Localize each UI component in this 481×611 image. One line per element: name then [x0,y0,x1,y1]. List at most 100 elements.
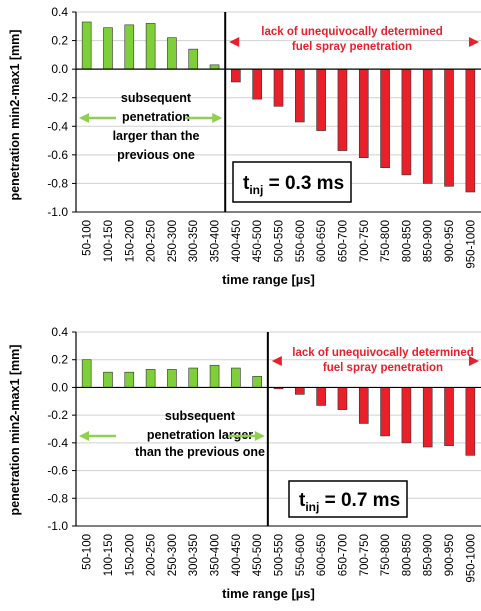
y-tick-label: -0.6 [47,148,68,162]
bar-150-200 [124,371,135,388]
red-right-arrow-icon [469,37,479,47]
bar-100-150 [103,371,113,388]
y-axis-title: penetration min2-max1 [mm] [8,345,22,516]
red-left-arrow-icon [271,356,282,366]
left-annotation-line: than the previous one [135,445,265,459]
bar-600-650 [316,68,326,131]
bar-550-600 [295,387,305,395]
bar-400-450 [231,367,241,388]
bar-450-500 [252,376,262,388]
bar-650-700 [337,387,348,410]
bar-850-900 [422,68,433,184]
x-tick-label: 450-500 [252,534,264,576]
x-tick-label: 550-600 [295,220,307,262]
tinj-main: t [243,173,250,194]
y-tick-label: -0.8 [47,176,68,190]
left-annotation-line: larger than the [113,129,200,143]
bar-950-1000 [465,68,476,193]
bar-800-850 [401,387,412,444]
left-annotation-line: penetration larger [147,428,253,442]
tinj-value: = 0.7 ms [319,490,400,511]
y-tick-label: 0.0 [51,380,68,394]
x-tick-label: 150-200 [124,534,136,576]
x-tick-label: 300-350 [188,534,200,576]
right-arrow-head-icon [212,113,223,123]
x-tick-label: 600-650 [316,220,328,262]
x-tick-label: 650-700 [337,220,349,262]
y-tick-label: 0.4 [51,5,68,19]
x-tick-label: 950-1000 [465,534,477,583]
right-annotation-line: fuel spray penetration [323,362,443,374]
y-axis-title: penetration min2-max1 [mm] [8,30,22,201]
bar-200-250 [145,23,156,70]
x-tick-label: 500-550 [274,220,286,262]
bar-250-300 [167,37,177,70]
left-annotation-line: subsequent [121,91,192,105]
left-annotation-line: previous one [117,148,195,162]
x-tick-label: 300-350 [188,220,200,262]
red-right-arrow-icon [469,356,479,366]
x-tick-label: 150-200 [124,220,136,262]
x-tick-label: 750-800 [380,220,392,262]
tinj-label: tinj = 0.3 ms [243,173,344,197]
tinj-sub: inj [249,183,263,197]
bar-750-800 [380,387,390,437]
right-annotation-line: fuel spray penetration [292,41,412,53]
bar-200-250 [145,369,156,388]
bar-600-650 [316,387,326,406]
bar-800-850 [401,68,412,176]
y-tick-label: -0.6 [47,464,68,478]
y-tick-label: -0.2 [47,91,68,105]
bar-900-950 [444,68,454,187]
bar-50-100 [81,21,92,70]
tinj-value: = 0.3 ms [263,173,344,194]
x-tick-label: 100-150 [103,220,115,262]
x-tick-label: 900-950 [444,220,456,262]
x-tick-label: 200-250 [146,534,158,576]
x-tick-label: 200-250 [146,220,158,262]
x-tick-label: 900-950 [444,534,456,576]
right-arrow-head-icon [254,431,265,441]
bar-700-750 [358,68,369,159]
bar-700-750 [358,387,369,424]
x-tick-label: 550-600 [295,534,307,576]
y-tick-label: -0.2 [47,408,68,422]
y-tick-label: 0.2 [51,34,68,48]
x-tick-label: 250-300 [167,220,179,262]
bar-150-200 [124,24,135,70]
x-tick-label: 750-800 [380,534,392,576]
y-tick-label: -1.0 [47,519,68,533]
right-annotation-line: lack of unequivocally determined [261,26,443,38]
bar-100-150 [103,27,113,70]
bar-550-600 [295,68,305,123]
y-tick-label: -0.4 [47,119,68,133]
x-tick-label: 400-450 [231,534,243,576]
x-tick-label: 650-700 [337,534,349,576]
bar-750-800 [380,68,390,169]
bar-250-300 [167,369,177,388]
x-tick-label: 50-100 [82,534,94,570]
bar-350-400 [209,64,220,70]
tinj-main: t [299,490,306,511]
left-annotation-line: penetration [122,110,190,124]
red-left-arrow-icon [229,37,240,47]
bar-300-350 [188,48,199,70]
bar-50-100 [81,359,92,388]
x-tick-label: 250-300 [167,534,179,576]
x-tick-label: 100-150 [103,534,115,576]
x-tick-label: 700-750 [359,220,371,262]
y-tick-label: -0.4 [47,436,68,450]
y-tick-label: -1.0 [47,205,68,219]
bar-650-700 [337,68,348,151]
chart-tinj-0.3ms: 0.4 0.2 0.0 -0.2 -0.4 -0.6 -0.8 -1.0 50-100 100-1… [8,5,481,287]
x-tick-label: 600-650 [316,534,328,576]
x-tick-label: 800-850 [401,534,413,576]
y-tick-label: 0.4 [51,325,68,339]
x-tick-label: 350-400 [210,220,222,262]
tinj-label: tinj = 0.7 ms [299,490,400,514]
y-tick-label: 0.0 [51,62,68,76]
left-annotation-line: subsequent [165,409,236,423]
tinj-box [288,480,408,518]
y-tick-label: -0.8 [47,491,68,505]
x-tick-label: 450-500 [252,220,264,262]
